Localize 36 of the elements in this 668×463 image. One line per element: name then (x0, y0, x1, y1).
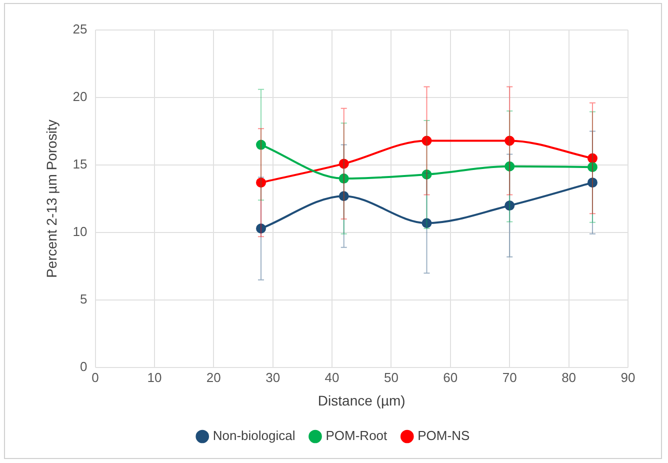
x-tick-label: 10 (147, 370, 162, 385)
legend-label: POM-Root (326, 428, 388, 444)
point (256, 224, 266, 234)
y-tick-label: 10 (72, 224, 88, 240)
point (422, 169, 432, 180)
point (504, 161, 515, 172)
point (256, 140, 266, 150)
point (338, 174, 349, 184)
point (422, 218, 432, 228)
y-tick-label: 0 (80, 359, 88, 374)
y-tick-label: 25 (72, 22, 88, 37)
x-axis-title: Distance (µm) (318, 392, 406, 408)
y-tick-label: 20 (72, 89, 88, 104)
y-axis-title: Percent 2-13 µm Porosity (43, 120, 60, 278)
x-tick-label: 0 (92, 370, 99, 385)
legend-label: Non-biological (212, 428, 296, 444)
legend-label: POM-NS (418, 428, 470, 444)
point (504, 200, 515, 211)
point (587, 162, 598, 172)
y-tick-label: 15 (72, 156, 88, 172)
x-tick-label: 20 (206, 370, 221, 385)
point (422, 136, 432, 146)
x-tick-label: 60 (443, 370, 458, 385)
point (256, 178, 266, 188)
x-tick-label: 40 (324, 370, 340, 385)
x-tick-label: 50 (384, 370, 398, 385)
point (338, 158, 349, 169)
point (587, 153, 598, 164)
point (338, 191, 349, 202)
y-tick-label: 5 (80, 292, 88, 307)
x-tick-label: 80 (562, 370, 576, 385)
x-tick-label: 30 (266, 370, 280, 385)
point (587, 178, 598, 188)
x-tick-label: 90 (620, 370, 636, 385)
point (504, 136, 515, 146)
x-tick-label: 70 (502, 370, 517, 385)
